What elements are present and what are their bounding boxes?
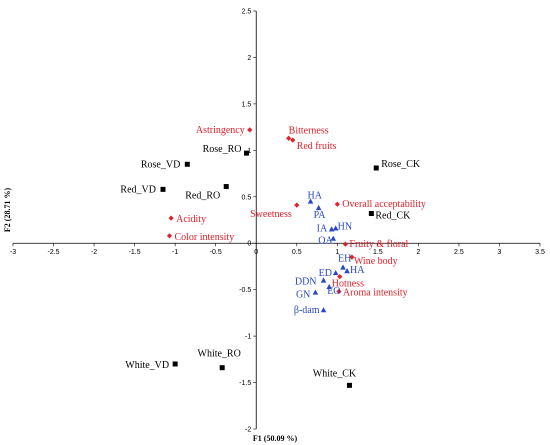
point-label: Wine body <box>354 256 398 267</box>
sample-point-marker <box>184 161 190 167</box>
y-tick-label: 2.5 <box>241 9 251 16</box>
sample-point-marker <box>346 382 352 388</box>
sensory-attribute-marker <box>294 202 300 208</box>
point-label: DDN <box>295 276 317 287</box>
volatile-compound-marker <box>326 283 332 290</box>
point-label: Sweetness <box>250 209 292 220</box>
sensory-attribute-marker <box>286 135 292 141</box>
y-tick-label: 1.5 <box>241 101 251 108</box>
sample-point-marker <box>373 165 379 171</box>
volatile-compound-marker <box>307 198 314 204</box>
y-tick-label: -2 <box>245 427 251 434</box>
x-axis-title: F1 (50.09 %) <box>253 434 298 443</box>
point-label: EH <box>338 253 351 264</box>
volatile-compound-marker <box>320 277 327 283</box>
point-label: Red fruits <box>297 141 337 152</box>
sensory-attribute-marker <box>168 215 174 221</box>
x-tick-label: 3 <box>498 249 502 256</box>
sample-point-marker <box>172 361 178 367</box>
x-tick-label: -3 <box>10 249 16 256</box>
y-tick-label: -1 <box>245 334 251 341</box>
volatile-compound-marker <box>332 225 339 231</box>
volatile-compound-marker <box>344 268 350 274</box>
y-axis-title: F2 (28.71 %) <box>3 188 12 233</box>
volatile-compound-marker <box>332 269 339 276</box>
tick-labels: -3 -2.5 -2 -1.5 -1 -0.5 0 0.5 1 1.5 2 2.5 3 3.5 2.5 2 1.… <box>10 9 545 434</box>
x-tick-label: -0.5 <box>210 249 222 256</box>
x-tick-label: -2.5 <box>48 249 60 256</box>
y-tick-label: 0 <box>247 241 251 248</box>
point-label: Fruity & floral <box>349 239 408 250</box>
sample-point-marker <box>160 186 166 192</box>
point-label: EO <box>327 286 340 297</box>
point-label: Color intensity <box>174 232 234 243</box>
point-label: HN <box>338 221 352 232</box>
point-label: White_RO <box>198 349 241 360</box>
x-tick-label: 1.5 <box>373 249 383 256</box>
sensory-attribute-marker <box>334 201 340 207</box>
point-label: Red_VD <box>120 184 156 195</box>
y-tick-label: -1.5 <box>239 380 251 387</box>
y-tick-label: 1 <box>247 148 251 155</box>
y-tick-label: -0.5 <box>239 287 251 294</box>
y-tick-label: 2 <box>247 55 251 62</box>
sample-point-marker <box>244 150 250 156</box>
volatile-compound-marker <box>330 235 337 241</box>
sensory-attribute-marker <box>337 274 343 280</box>
data-points <box>160 127 379 388</box>
point-label: White_CK <box>313 368 357 379</box>
point-label: Bitterness <box>289 125 329 136</box>
sensory-attribute-marker <box>342 241 349 247</box>
point-label: IA <box>317 223 328 234</box>
axes <box>12 10 541 430</box>
point-label: HA <box>308 190 323 201</box>
x-tick-label: -1 <box>172 249 178 256</box>
point-label: White_VD <box>125 360 169 371</box>
x-tick-label: 2.5 <box>454 249 464 256</box>
point-labels: Rose_RO Rose_VD Rose_CK Red_VD Red_RO Red_CK W… <box>120 125 425 379</box>
point-label: β-dam <box>294 305 320 316</box>
point-label: HA <box>350 265 365 276</box>
x-tick-label: 2 <box>416 249 420 256</box>
point-label: Rose_VD <box>141 159 180 170</box>
x-tick-label: 3.5 <box>535 249 545 256</box>
point-label: Red_RO <box>185 191 220 202</box>
x-tick-label: -1.5 <box>129 249 141 256</box>
point-label: Acidity <box>176 214 206 225</box>
sensory-attribute-marker <box>336 288 342 295</box>
sample-point-marker <box>223 184 229 190</box>
sensory-attribute-marker <box>247 127 253 133</box>
x-tick-label: 1 <box>335 249 339 256</box>
point-label: PA <box>314 210 327 221</box>
sensory-attribute-marker <box>349 254 355 260</box>
volatile-compound-marker <box>320 307 327 313</box>
point-label: ED <box>319 268 332 279</box>
volatile-compound-marker <box>340 264 346 270</box>
x-tick-label: 0 <box>254 249 258 256</box>
point-label: Red_CK <box>375 210 411 221</box>
point-label: Rose_RO <box>203 144 242 155</box>
point-label: GN <box>296 289 310 300</box>
sensory-attribute-marker <box>166 233 173 239</box>
sample-point-marker <box>368 210 374 216</box>
volatile-compound-marker <box>315 204 322 211</box>
sensory-attribute-marker <box>290 137 296 143</box>
volatile-compound-marker <box>312 289 319 295</box>
y-tick-label: 0.5 <box>241 194 251 201</box>
point-label: Aroma intensity <box>343 288 408 299</box>
point-label: Hotness <box>332 279 364 290</box>
volatile-compound-marker <box>328 226 335 232</box>
point-label: Overall acceptability <box>342 199 426 210</box>
point-label: OA <box>318 236 333 247</box>
point-label: Rose_CK <box>381 159 421 170</box>
x-tick-label: -2 <box>91 249 97 256</box>
x-tick-label: 0.5 <box>292 249 302 256</box>
point-label: Astringency <box>196 125 245 136</box>
sample-point-marker <box>219 365 225 371</box>
